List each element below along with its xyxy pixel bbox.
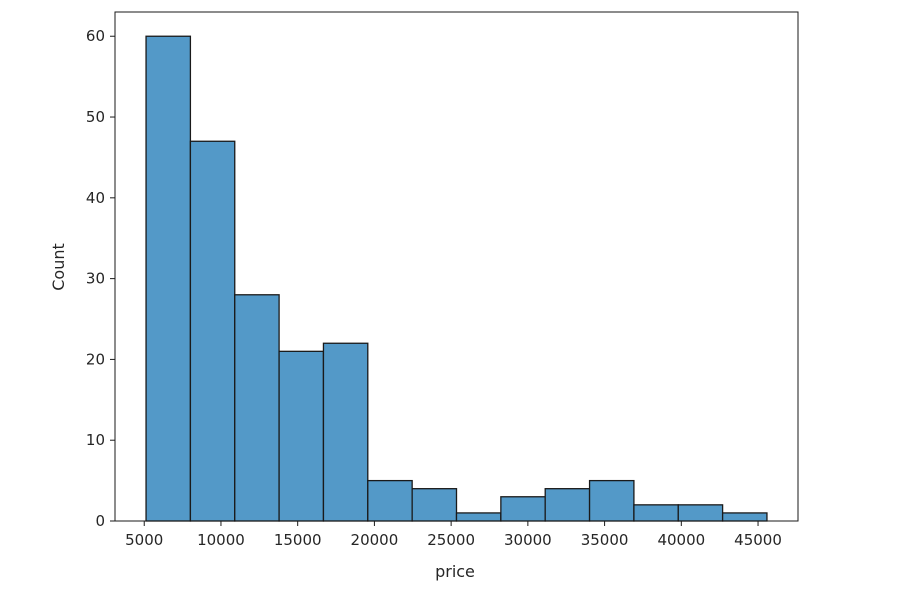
x-tick-label: 10000 [197, 531, 245, 549]
histogram-bar [411, 488, 458, 522]
histogram-bar [633, 504, 679, 522]
x-tick-label: 30000 [504, 531, 552, 549]
histogram-bar [455, 512, 502, 522]
y-tick-label: 30 [86, 270, 105, 288]
y-axis: 0 10 20 30 40 50 60 [86, 27, 115, 530]
y-tick-label: 60 [86, 27, 105, 45]
y-tick-label: 40 [86, 189, 105, 207]
x-axis-label: price [435, 562, 475, 581]
x-tick-label: 20000 [351, 531, 399, 549]
histogram-bar [677, 504, 724, 522]
x-tick-label: 25000 [427, 531, 475, 549]
histogram-bar [189, 140, 236, 522]
histogram-bar [234, 294, 280, 522]
histogram-bar [500, 496, 546, 522]
x-tick-label: 40000 [657, 531, 705, 549]
histogram-bar [544, 488, 591, 522]
plot-frame [114, 11, 799, 522]
x-tick-label: 15000 [274, 531, 322, 549]
y-tick-label: 20 [86, 350, 105, 368]
bars-group [145, 35, 768, 522]
x-tick-label: 35000 [581, 531, 629, 549]
x-tick-label: 45000 [734, 531, 782, 549]
y-tick-label: 0 [95, 512, 105, 530]
y-tick-label: 50 [86, 108, 105, 126]
histogram-bar [721, 512, 768, 522]
histogram-bar [145, 35, 192, 522]
y-tick-label: 10 [86, 431, 105, 449]
histogram-bar [322, 342, 369, 522]
histogram-bar [278, 350, 325, 522]
x-axis: 5000 10000 15000 20000 25000 30000 35000 40000 4… [125, 521, 782, 549]
x-tick-label: 5000 [125, 531, 163, 549]
histogram-bar [367, 479, 413, 522]
histogram-bar [588, 479, 635, 522]
y-axis-label: Count [49, 243, 68, 291]
